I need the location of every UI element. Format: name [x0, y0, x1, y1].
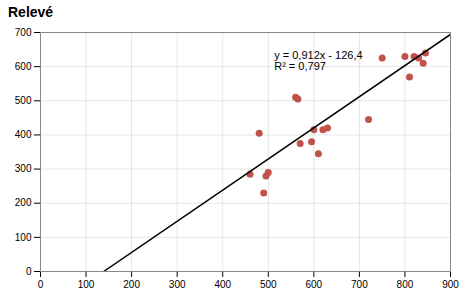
- svg-text:y = 0,912x - 126,4R² = 0,797: y = 0,912x - 126,4R² = 0,797: [274, 49, 362, 72]
- html-text:Relevé: Relevé: [8, 4, 54, 20]
- svg-text:700: 700: [351, 279, 368, 290]
- svg-text:400: 400: [15, 129, 32, 140]
- svg-text:100: 100: [78, 279, 95, 290]
- svg-text:500: 500: [15, 95, 32, 106]
- svg-text:500: 500: [260, 279, 277, 290]
- svg-text:800: 800: [397, 279, 414, 290]
- svg-text:300: 300: [15, 163, 32, 174]
- svg-text:400: 400: [214, 279, 231, 290]
- svg-text:0: 0: [26, 266, 32, 277]
- svg-text:200: 200: [123, 279, 140, 290]
- svg-text:300: 300: [169, 279, 186, 290]
- svg-text:700: 700: [15, 27, 32, 38]
- svg-text:900: 900: [442, 279, 459, 290]
- svg-text:0: 0: [38, 279, 44, 290]
- svg-text:600: 600: [305, 279, 322, 290]
- svg-text:600: 600: [15, 61, 32, 72]
- svg-text:200: 200: [15, 197, 32, 208]
- svg-text:100: 100: [15, 232, 32, 243]
